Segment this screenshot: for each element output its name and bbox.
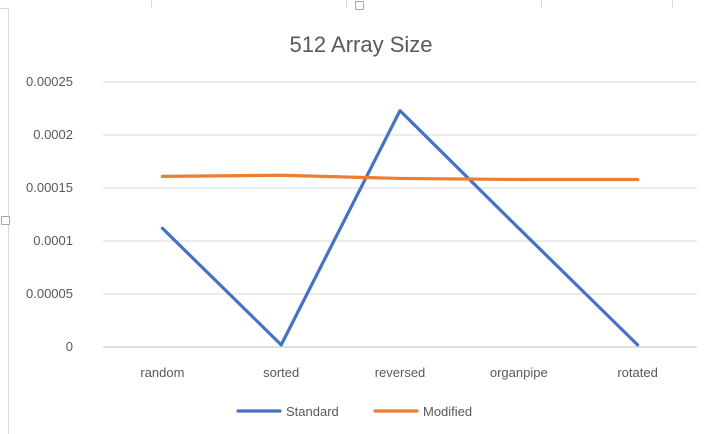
y-tick-label: 0.00015 [26, 180, 73, 195]
x-tick-label: random [140, 365, 184, 380]
resize-handle-top[interactable] [355, 1, 364, 10]
series-line-standard[interactable] [160, 109, 640, 347]
column-divider [672, 0, 673, 8]
x-tick-label: organpipe [490, 365, 548, 380]
column-divider [151, 0, 152, 8]
chart-title: 512 Array Size [289, 32, 432, 57]
y-tick-label: 0.0002 [33, 127, 73, 142]
y-tick-label: 0.00005 [26, 286, 73, 301]
x-tick-label: rotated [617, 365, 657, 380]
column-divider [541, 0, 542, 8]
legend-label: Modified [423, 404, 472, 419]
x-tick-label: reversed [375, 365, 426, 380]
series-group [160, 109, 640, 347]
resize-handle-left[interactable] [1, 216, 10, 225]
y-tick-label: 0 [66, 339, 73, 354]
series-line-modified[interactable] [160, 173, 640, 182]
y-tick-label: 0.0001 [33, 233, 73, 248]
y-tick-label: 0.00025 [26, 74, 73, 89]
gridlines [103, 81, 697, 348]
y-axis: 0.00025 0.0002 0.00015 0.0001 0.00005 0 [26, 74, 73, 354]
x-tick-label: sorted [263, 365, 299, 380]
legend[interactable]: Standard Modified [236, 404, 472, 419]
x-axis: random sorted reversed organpipe rotated [140, 365, 657, 380]
column-divider [346, 0, 347, 8]
legend-label: Standard [286, 404, 339, 419]
